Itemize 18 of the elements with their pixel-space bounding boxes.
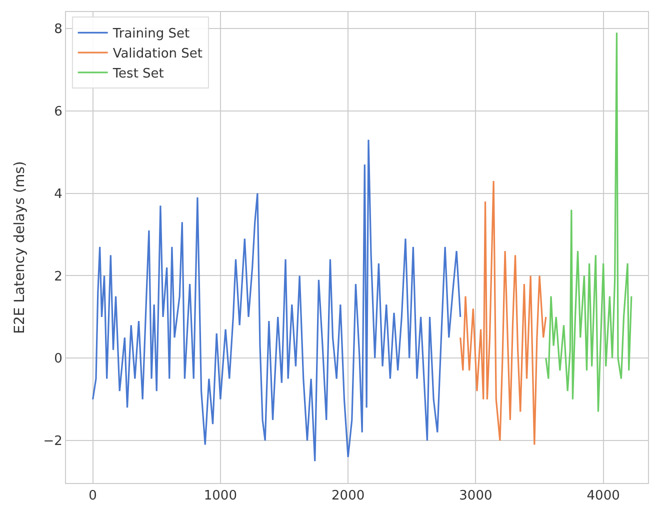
y-tick-label: 2	[54, 269, 62, 284]
y-tick-label: −2	[43, 434, 62, 450]
legend-label: Validation Set	[112, 46, 203, 62]
x-tick-label: 0	[88, 488, 97, 504]
y-tick-label: 4	[54, 186, 62, 202]
y-axis-title: E2E Latency delays (ms)	[12, 161, 28, 334]
y-tick-label: 6	[54, 104, 62, 120]
y-tick-label: 0	[54, 352, 62, 367]
x-tick-label: 1000	[204, 488, 237, 504]
x-tick-label: 2000	[332, 488, 365, 504]
y-tick-label: 8	[54, 22, 62, 38]
line-series	[545, 32, 632, 413]
line-series	[460, 180, 547, 446]
x-tick-label: 4000	[586, 488, 620, 504]
legend-label: Training Set	[112, 26, 190, 42]
legend-label: Test Set	[112, 66, 164, 82]
x-tick-label: 3000	[459, 488, 492, 504]
line-series	[92, 138, 462, 462]
